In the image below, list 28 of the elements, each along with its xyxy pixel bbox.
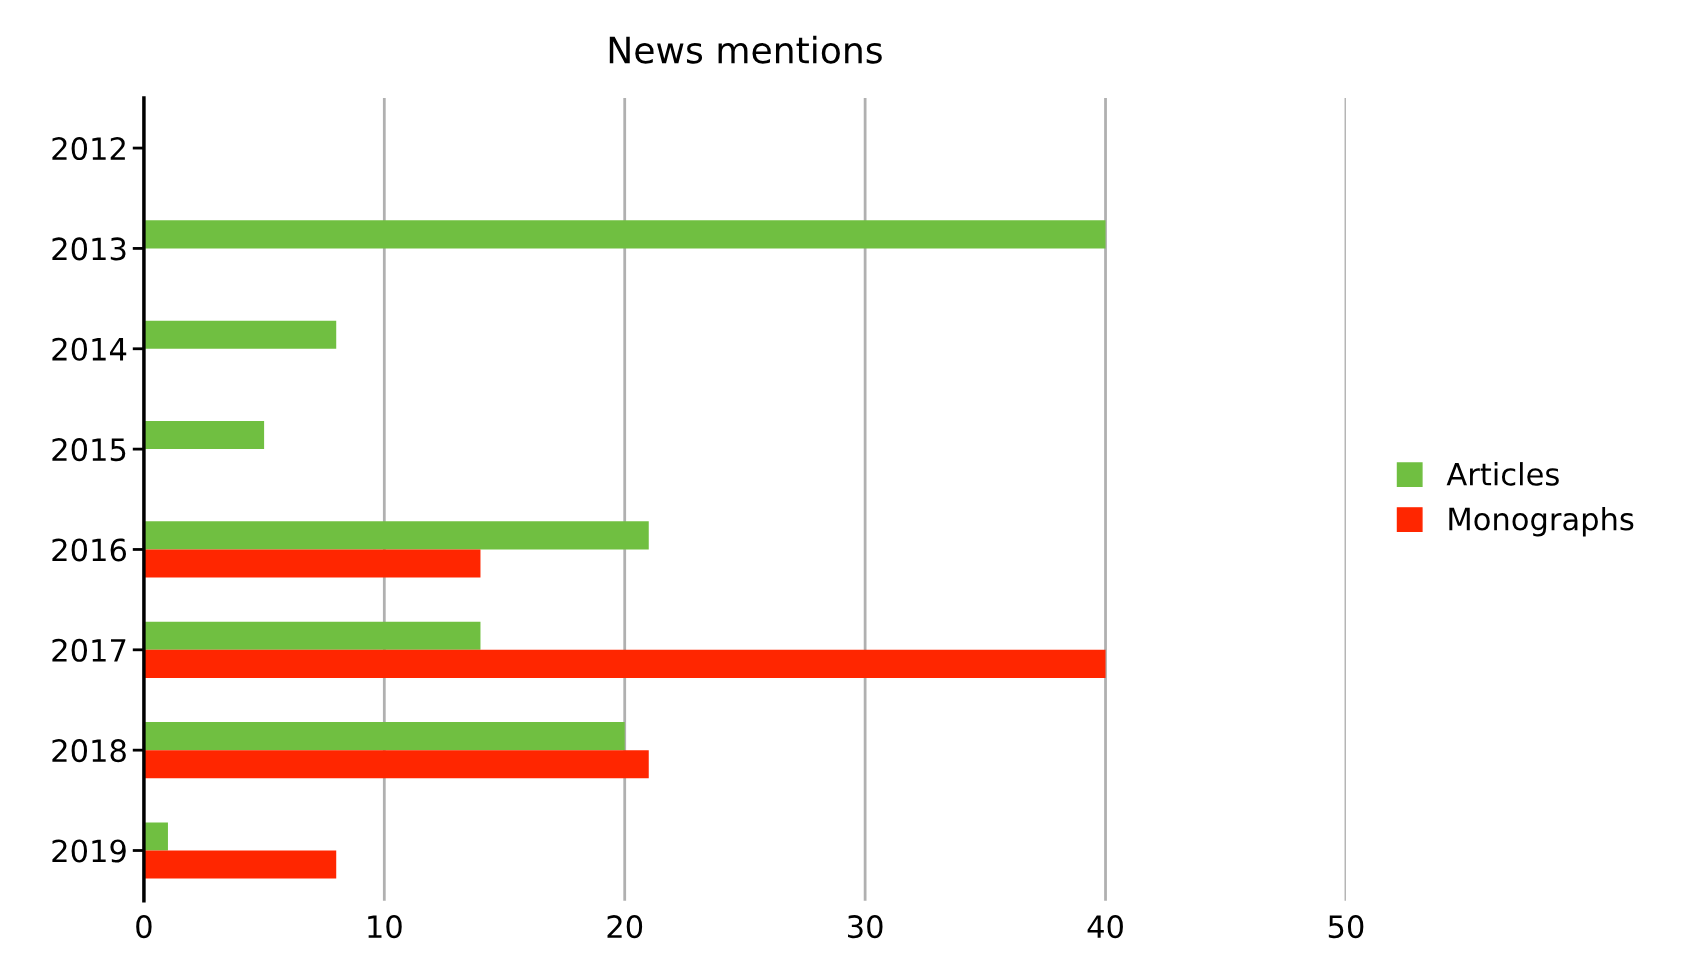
x-tick-label: 10: [368, 915, 402, 939]
x-tick-label: 50: [1328, 915, 1364, 939]
bar: [143, 421, 265, 450]
chart-title: News mentions: [609, 35, 882, 64]
y-tick-label: 2014: [52, 337, 127, 361]
bar: [143, 722, 625, 751]
bar: [143, 549, 481, 578]
y-tick-label: 2012: [52, 137, 125, 161]
x-tick-label: 40: [1087, 915, 1123, 939]
legend-label: Monographs: [1449, 506, 1634, 537]
y-tick-label: 2015: [52, 438, 126, 462]
bar: [143, 822, 168, 851]
bar: [143, 521, 649, 550]
y-tick-label: 2013: [52, 237, 126, 261]
x-tick-label: 30: [848, 915, 883, 939]
bar: [143, 621, 481, 650]
y-tick-label: 2017: [52, 638, 126, 662]
y-tick-label: 2016: [52, 538, 127, 562]
bar: [143, 320, 337, 349]
legend-label: Articles: [1446, 462, 1559, 486]
bar: [143, 750, 649, 779]
bar: [143, 649, 1106, 678]
y-tick-label: 2018: [52, 739, 126, 763]
x-tick-label: 0: [136, 915, 152, 939]
bar: [143, 220, 1106, 249]
y-tick-label: 2019: [52, 839, 126, 863]
x-tick-label: 20: [607, 915, 643, 939]
bar: [143, 850, 337, 879]
